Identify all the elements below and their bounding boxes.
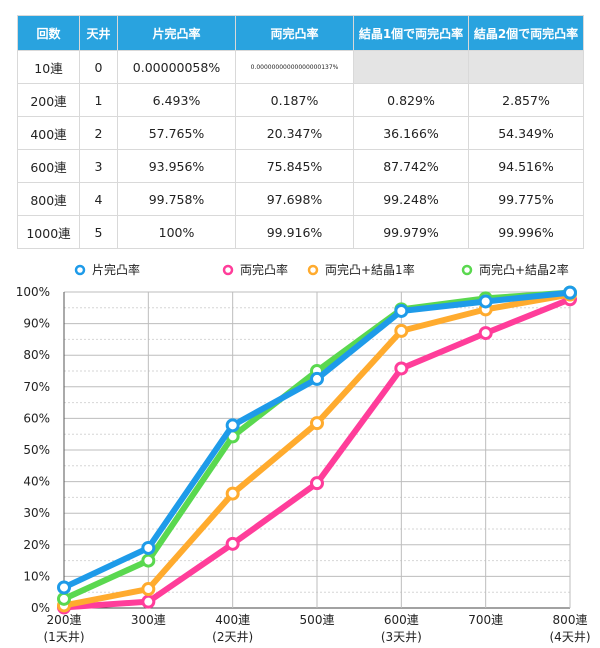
table-row: 10連 0 0.00000058% 0.00000000000000000137… xyxy=(17,50,584,84)
table-cell: 97.698% xyxy=(235,182,354,216)
completion-rate-line-chart: 0% 10% 20% 30% 40% 50% 60% 70% 80% 90% 100% 200連 (1天… xyxy=(16,262,591,644)
table-cell: 57.765% xyxy=(117,116,236,150)
legend-marker-icon xyxy=(222,264,234,276)
table-cell: 4 xyxy=(79,182,118,216)
y-tick-label: 40% xyxy=(23,475,50,489)
legend-label: 両完凸率 xyxy=(240,262,288,277)
table-cell: 36.166% xyxy=(353,116,469,150)
table-cell: 99.916% xyxy=(235,215,354,249)
table-cell: 0 xyxy=(79,50,118,84)
header-both-max: 両完凸率 xyxy=(235,15,354,51)
header-pity: 天井 xyxy=(79,15,118,51)
table-cell: 99.775% xyxy=(468,182,584,216)
table-cell: 99.996% xyxy=(468,215,584,249)
table-cell: 2 xyxy=(79,116,118,150)
y-tick-label: 60% xyxy=(23,411,50,425)
data-point xyxy=(225,418,240,433)
table-cell: 2.857% xyxy=(468,83,584,117)
data-point xyxy=(141,540,156,555)
legend-marker-icon xyxy=(307,264,319,276)
x-tick-sublabel: (1天井) xyxy=(44,630,85,644)
table-row: 400連 2 57.765% 20.347% 36.166% 54.349% xyxy=(17,116,584,150)
table-cell: 10連 xyxy=(17,50,80,84)
table-cell: 75.845% xyxy=(235,149,354,183)
table-cell: 200連 xyxy=(17,83,80,117)
table-row: 200連 1 6.493% 0.187% 0.829% 2.857% xyxy=(17,83,584,117)
x-tick-label: 400連 xyxy=(215,613,250,627)
data-point xyxy=(141,553,156,568)
x-tick-label: 200連 xyxy=(47,613,82,627)
table-cell: 0.00000058% xyxy=(117,50,236,84)
data-point xyxy=(310,476,324,491)
data-point xyxy=(141,594,156,609)
table-row: 800連 4 99.758% 97.698% 99.248% 99.775% xyxy=(17,182,584,216)
table-cell-empty xyxy=(353,50,469,84)
x-tick-label: 500連 xyxy=(300,613,335,627)
data-point xyxy=(394,303,409,318)
table-cell: 93.956% xyxy=(117,149,236,183)
table-cell: 0.00000000000000000137% xyxy=(235,50,354,84)
x-tick-label: 700連 xyxy=(468,613,503,627)
data-point xyxy=(478,326,493,341)
x-tick-sublabel: (3天井) xyxy=(381,630,422,644)
table-cell: 94.516% xyxy=(468,149,584,183)
table-cell: 0.187% xyxy=(235,83,354,117)
data-point xyxy=(141,582,156,597)
table-cell: 99.979% xyxy=(353,215,469,249)
table-cell-empty xyxy=(468,50,584,84)
x-tick-sublabel: (4天井) xyxy=(550,630,591,644)
data-point xyxy=(225,486,240,501)
table-cell: 5 xyxy=(79,215,118,249)
header-pulls: 回数 xyxy=(17,15,80,51)
x-tick-label: 300連 xyxy=(131,613,166,627)
x-tick-sublabel: (2天井) xyxy=(212,630,253,644)
header-both-max-crystal1: 結晶1個で両完凸率 xyxy=(353,15,469,51)
data-point xyxy=(225,536,240,551)
table-cell: 1000連 xyxy=(17,215,80,249)
data-point xyxy=(310,371,324,386)
y-tick-label: 100% xyxy=(16,285,50,299)
y-tick-label: 10% xyxy=(23,569,50,583)
y-tick-label: 50% xyxy=(23,443,50,457)
table-cell: 600連 xyxy=(17,149,80,183)
legend-label: 両完凸+結晶1率 xyxy=(325,262,415,277)
legend-marker-icon xyxy=(461,264,473,276)
y-tick-label: 80% xyxy=(23,348,50,362)
table-header-row: 回数 天井 片完凸率 両完凸率 結晶1個で両完凸率 結晶2個で両完凸率 xyxy=(17,15,584,51)
table-cell: 99.758% xyxy=(117,182,236,216)
table-cell: 1 xyxy=(79,83,118,117)
table-cell: 100% xyxy=(117,215,236,249)
legend-label: 両完凸+結晶2率 xyxy=(479,262,569,277)
table-row: 1000連 5 100% 99.916% 99.979% 99.996% xyxy=(17,215,584,249)
y-tick-label: 70% xyxy=(23,380,50,394)
y-tick-label: 30% xyxy=(23,506,50,520)
data-point xyxy=(310,416,324,431)
y-tick-label: 20% xyxy=(23,538,50,552)
table-cell: 87.742% xyxy=(353,149,469,183)
header-one-max: 片完凸率 xyxy=(117,15,236,51)
legend-marker-icon xyxy=(74,264,86,276)
table-cell: 20.347% xyxy=(235,116,354,150)
table-cell: 400連 xyxy=(17,116,80,150)
y-tick-label: 0% xyxy=(31,601,50,615)
table-cell: 800連 xyxy=(17,182,80,216)
y-tick-label: 90% xyxy=(23,317,50,331)
data-point xyxy=(57,591,71,606)
table-row: 600連 3 93.956% 75.845% 87.742% 94.516% xyxy=(17,149,584,183)
x-tick-label: 600連 xyxy=(384,613,419,627)
table-cell: 54.349% xyxy=(468,116,584,150)
table-cell: 3 xyxy=(79,149,118,183)
table-cell: 6.493% xyxy=(117,83,236,117)
rates-table: 回数 天井 片完凸率 両完凸率 結晶1個で両完凸率 結晶2個で両完凸率 10連 … xyxy=(17,15,584,249)
header-both-max-crystal2: 結晶2個で両完凸率 xyxy=(468,15,584,51)
data-point xyxy=(478,294,493,309)
data-point xyxy=(394,323,409,338)
table-cell: 99.248% xyxy=(353,182,469,216)
table-cell: 0.829% xyxy=(353,83,469,117)
data-point xyxy=(57,580,71,595)
data-point xyxy=(394,361,409,376)
x-tick-label: 800連 xyxy=(553,613,588,627)
legend-label: 片完凸率 xyxy=(92,262,140,277)
data-point xyxy=(563,285,577,300)
